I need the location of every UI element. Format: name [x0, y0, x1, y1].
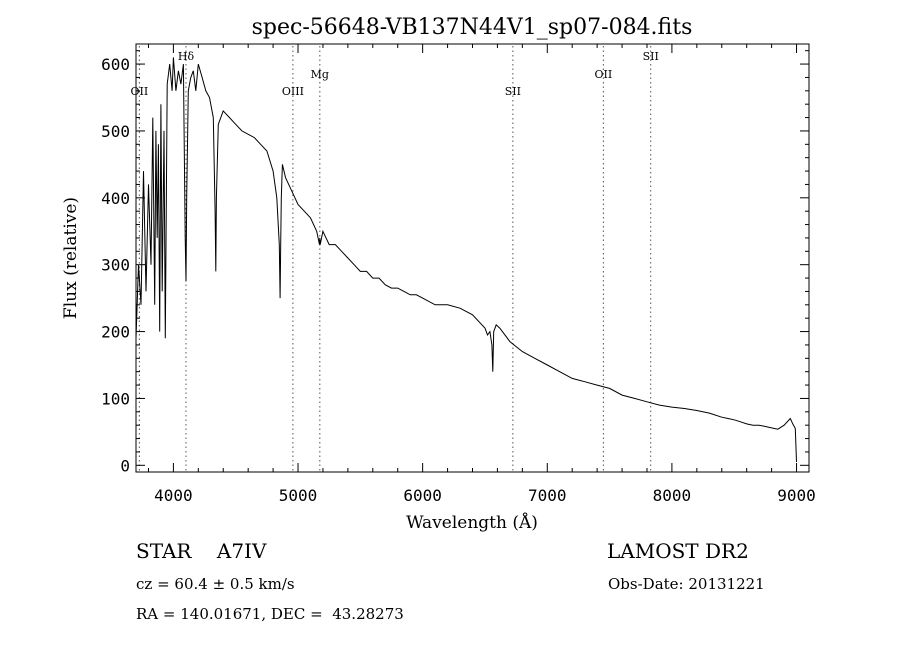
marker-label-0: OII [131, 85, 149, 98]
y-tick-label-6: 600 [101, 55, 130, 74]
marker-label-6: SII [643, 50, 659, 63]
plot-frame [135, 43, 810, 473]
emission-line-markers: OII Hδ OIII Mg SII OII SII [131, 46, 659, 472]
x-tick-label-0: 4000 [154, 486, 193, 505]
x-tick-label-2: 6000 [403, 486, 442, 505]
x-tick-label-3: 7000 [528, 486, 567, 505]
marker-label-1: Hδ [178, 50, 195, 63]
y-tick-label-3: 300 [101, 256, 130, 275]
y-tick-label-0: 0 [120, 456, 130, 475]
x-tick-label-1: 5000 [279, 486, 318, 505]
chart-title: spec-56648-VB137N44V1_sp07-084.fits [252, 15, 693, 40]
axis-ticks: 4000 5000 6000 7000 8000 9000 0 100 200 300 400 500… [101, 44, 816, 505]
marker-label-5: OII [595, 68, 613, 81]
redshift-label: cz = 60.4 ± 0.5 km/s [136, 575, 295, 593]
y-axis-label: Flux (relative) [61, 197, 81, 319]
x-tick-label-5: 9000 [777, 486, 816, 505]
marker-label-4: SII [505, 85, 521, 98]
survey-label: LAMOST DR2 [607, 539, 749, 563]
y-tick-label-1: 100 [101, 389, 130, 408]
y-tick-label-2: 200 [101, 323, 130, 342]
object-type-label: STAR A7IV [136, 539, 267, 563]
marker-label-3: Mg [311, 68, 329, 81]
marker-label-2: OIII [282, 85, 304, 98]
y-tick-label-4: 400 [101, 189, 130, 208]
x-tick-label-4: 8000 [653, 486, 692, 505]
x-axis-label: Wavelength (Å) [406, 512, 538, 533]
flux-series-line [135, 57, 797, 463]
obs-date-label: Obs-Date: 20131221 [608, 575, 765, 593]
y-tick-label-5: 500 [101, 122, 130, 141]
coordinates-label: RA = 140.01671, DEC = 43.28273 [136, 605, 404, 623]
